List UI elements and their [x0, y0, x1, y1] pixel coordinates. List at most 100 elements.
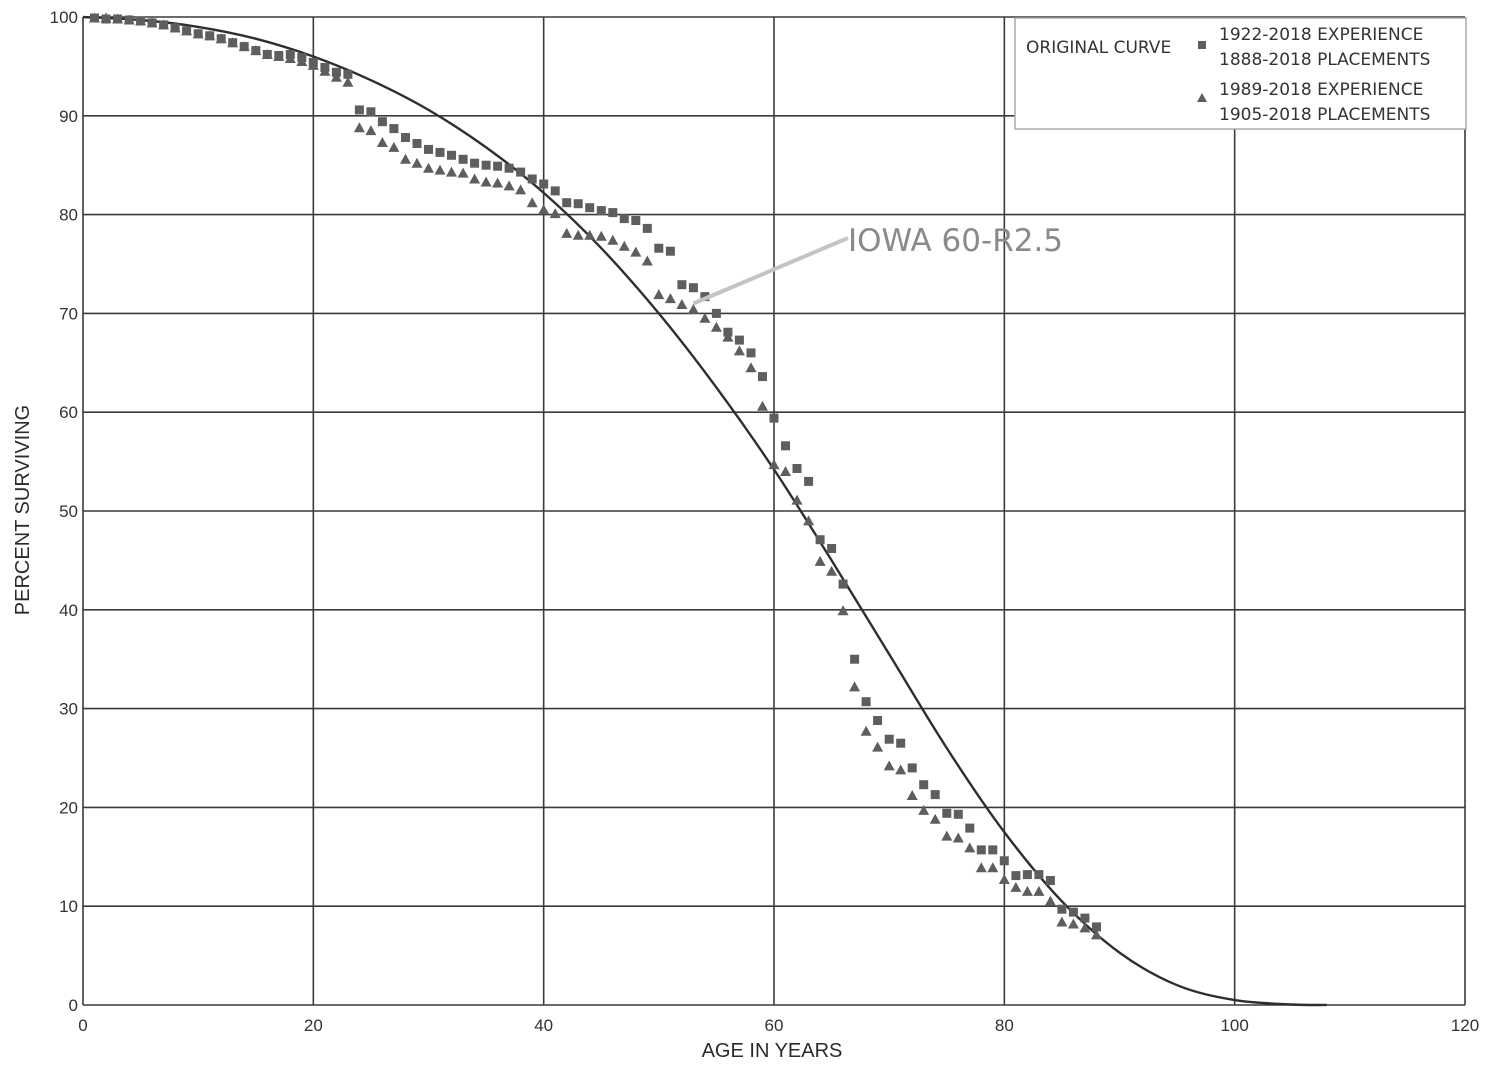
series2-triangle-point	[630, 246, 642, 257]
series2-triangle-point	[722, 331, 734, 342]
series2-triangle-point	[480, 176, 492, 187]
series2-triangle-point	[204, 30, 216, 41]
series2-triangle-point	[215, 33, 227, 44]
series1-square-point	[677, 280, 687, 290]
series1-square-point	[734, 335, 744, 345]
series1-square-point	[942, 808, 952, 818]
series1-square-point	[804, 476, 814, 486]
series1-square-point	[585, 203, 595, 213]
series2-triangle-point	[307, 59, 319, 70]
series2-triangle-point	[192, 28, 204, 39]
series2-triangle-point	[492, 177, 504, 188]
series2-triangle-point	[872, 741, 884, 752]
series2-triangle-point	[584, 229, 596, 240]
series1-square-point	[1011, 871, 1021, 881]
series2-triangle-point	[641, 255, 653, 266]
series2-triangle-point	[158, 19, 170, 30]
series1-square-point	[435, 147, 445, 157]
series2-triangle-point	[676, 299, 688, 309]
series1-square-point	[781, 441, 790, 451]
series2-triangle-point	[411, 157, 423, 168]
series2-triangle-point	[572, 229, 584, 240]
series1-square-point	[412, 139, 422, 148]
series1-square-point	[861, 697, 871, 707]
series1-square-point	[746, 348, 756, 358]
series1-square-point	[596, 206, 606, 216]
series1-square-point	[504, 163, 514, 173]
series2-triangle-point	[595, 230, 607, 241]
series2-triangle-point	[284, 53, 296, 63]
x-tick-label-120: 120	[1451, 1016, 1479, 1035]
series2-triangle-point	[423, 162, 434, 173]
series2-triangle-point	[135, 15, 147, 26]
series2-triangle-point	[227, 37, 239, 48]
series2-triangle-point	[400, 153, 411, 164]
series2-triangle-point	[918, 804, 930, 815]
y-tick-label-90: 90	[59, 107, 78, 126]
series1-square-point	[354, 105, 364, 115]
series1-square-point	[976, 845, 986, 855]
y-tick-label-20: 20	[59, 798, 78, 817]
series1-square-point	[631, 216, 641, 225]
annotation-label: IOWA 60-R2.5	[848, 223, 1063, 259]
series1-square-point	[711, 308, 721, 318]
legend-series2-line2: 1905-2018 PLACEMENTS	[1219, 105, 1430, 125]
series1-square-point	[919, 780, 929, 790]
series2-triangle-point	[745, 362, 757, 373]
series1-square-point	[654, 243, 664, 253]
series1-square-point	[769, 413, 779, 423]
series1-square-point	[884, 734, 894, 744]
series1-square-point	[562, 198, 572, 208]
series2-triangle-point	[469, 173, 481, 184]
series2-triangle-point	[699, 312, 711, 323]
series2-triangle-point	[1056, 916, 1068, 927]
legend: ORIGINAL CURVE 1922-2018 EXPERIENCE 1888…	[1014, 17, 1467, 130]
series2-triangle-point	[607, 234, 619, 245]
series1-square-point	[1022, 870, 1032, 880]
series1-square-point	[527, 174, 537, 184]
series2-triangle-point	[1044, 895, 1056, 906]
x-axis-label: AGE IN YEARS	[702, 1040, 843, 1062]
legend-series1-line2: 1888-2018 PLACEMENTS	[1219, 50, 1430, 70]
series2-triangle-point	[987, 862, 999, 873]
series2-triangle-point	[376, 137, 388, 147]
series1-square-point	[1080, 913, 1090, 923]
series2-triangle-point	[446, 166, 457, 177]
series2-triangle-point	[895, 764, 907, 775]
series1-square-point	[930, 790, 940, 800]
series2-triangle-point	[273, 51, 285, 61]
series2-triangle-point	[1067, 918, 1079, 929]
series1-square-point	[965, 823, 975, 833]
series1-square-point	[792, 464, 802, 473]
series1-square-point	[516, 167, 526, 177]
y-axis-label: PERCENT SURVIVING	[12, 405, 34, 615]
series1-square-point	[481, 160, 491, 170]
series1-square-point	[907, 763, 917, 773]
series2-triangle-point	[757, 400, 768, 411]
series1-square-point	[988, 845, 998, 855]
series1-square-point	[642, 223, 652, 233]
series2-triangle-point	[733, 345, 745, 356]
series1-square-point	[1068, 907, 1078, 917]
series2-triangle-point	[664, 293, 676, 304]
x-tick-label-60: 60	[765, 1016, 784, 1035]
series2-triangle-point	[503, 180, 515, 191]
curve-layer	[82, 15, 1327, 1007]
series1-square-point	[447, 150, 456, 160]
annotation-leader-line	[692, 236, 849, 306]
series2-triangle-point	[526, 197, 538, 208]
series2-triangle-point	[768, 459, 780, 470]
series2-triangle-point	[964, 842, 976, 853]
series2-triangle-point	[860, 725, 872, 736]
series2-triangle-point	[296, 56, 308, 66]
x-tick-label-80: 80	[995, 1016, 1014, 1035]
series2-triangle-point	[883, 760, 895, 771]
series2-triangle-point	[250, 45, 262, 56]
legend-triangle-marker	[1197, 93, 1207, 102]
legend-series2-line1: 1989-2018 EXPERIENCE	[1219, 80, 1423, 100]
series1-square-point	[470, 158, 480, 168]
series2-triangle-point	[112, 13, 124, 24]
y-tick-label-100: 100	[50, 8, 78, 27]
series2-triangle-point	[849, 681, 861, 692]
